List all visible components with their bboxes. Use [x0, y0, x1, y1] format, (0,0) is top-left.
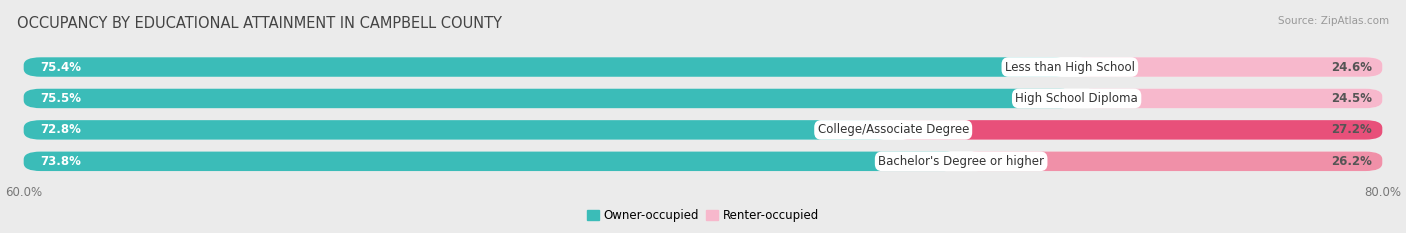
FancyBboxPatch shape — [24, 89, 1382, 108]
Text: Bachelor's Degree or higher: Bachelor's Degree or higher — [879, 155, 1045, 168]
FancyBboxPatch shape — [24, 57, 1382, 77]
Text: OCCUPANCY BY EDUCATIONAL ATTAINMENT IN CAMPBELL COUNTY: OCCUPANCY BY EDUCATIONAL ATTAINMENT IN C… — [17, 16, 502, 31]
Text: 75.4%: 75.4% — [41, 61, 82, 74]
FancyBboxPatch shape — [24, 152, 962, 171]
Legend: Owner-occupied, Renter-occupied: Owner-occupied, Renter-occupied — [582, 205, 824, 227]
Text: 27.2%: 27.2% — [1331, 123, 1372, 136]
FancyBboxPatch shape — [893, 120, 1382, 140]
Text: Less than High School: Less than High School — [1005, 61, 1135, 74]
Text: 24.6%: 24.6% — [1331, 61, 1372, 74]
FancyBboxPatch shape — [1070, 57, 1382, 77]
FancyBboxPatch shape — [962, 152, 1382, 171]
Text: 75.5%: 75.5% — [41, 92, 82, 105]
Text: 26.2%: 26.2% — [1331, 155, 1372, 168]
Text: 72.8%: 72.8% — [41, 123, 82, 136]
FancyBboxPatch shape — [1077, 89, 1382, 108]
FancyBboxPatch shape — [24, 120, 1382, 140]
Text: 24.5%: 24.5% — [1331, 92, 1372, 105]
Text: Source: ZipAtlas.com: Source: ZipAtlas.com — [1278, 16, 1389, 26]
FancyBboxPatch shape — [24, 89, 1077, 108]
FancyBboxPatch shape — [24, 152, 1382, 171]
FancyBboxPatch shape — [24, 120, 893, 140]
Text: High School Diploma: High School Diploma — [1015, 92, 1137, 105]
Text: 73.8%: 73.8% — [41, 155, 82, 168]
FancyBboxPatch shape — [24, 57, 1070, 77]
Text: College/Associate Degree: College/Associate Degree — [817, 123, 969, 136]
